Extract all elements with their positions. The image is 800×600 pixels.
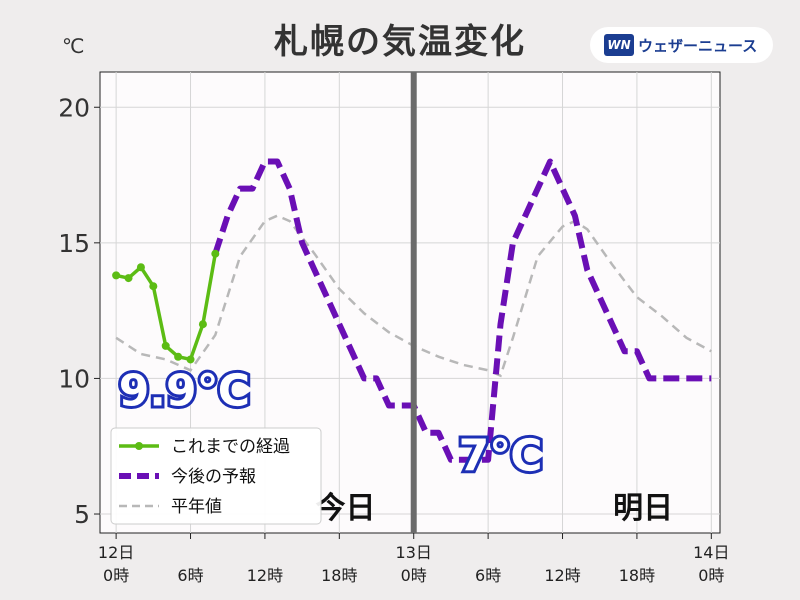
legend-label: 平年値 (171, 497, 222, 517)
y-tick-label: 10 (58, 364, 90, 393)
temperature-callout: 9.9℃ (119, 366, 250, 417)
day-label: 今日 (316, 491, 376, 526)
x-tick-label: 14日 (693, 543, 729, 562)
day-label: 明日 (613, 491, 673, 526)
observed-point (149, 282, 158, 291)
observed-point (211, 249, 220, 258)
x-tick-label: 12日 (98, 543, 134, 562)
observed-point (161, 341, 170, 350)
y-axis-unit: ℃ (62, 34, 85, 58)
observed-point (124, 274, 133, 283)
x-tick-label: 18時 (619, 566, 655, 585)
series-normal-line (115, 214, 712, 378)
x-tick-label: 12時 (247, 566, 283, 585)
observed-point (174, 352, 183, 361)
x-tick-label: 0時 (698, 566, 724, 585)
legend-box (110, 427, 322, 525)
brand-badge: WN ウェザーニュース (590, 27, 773, 63)
legend-label: 今後の予報 (171, 467, 256, 487)
x-tick-label: 0時 (103, 566, 129, 585)
x-tick-label: 6時 (177, 566, 203, 585)
series-forecast-line (212, 158, 712, 463)
x-tick-label: 13日 (396, 543, 432, 562)
observed-point (198, 320, 207, 329)
observed-point (136, 263, 145, 272)
observed-point (186, 355, 195, 364)
x-tick-label: 12時 (544, 566, 580, 585)
temperature-callout: 7℃ (459, 431, 543, 482)
observed-point (112, 271, 121, 280)
x-tick-label: 18時 (321, 566, 357, 585)
y-tick-label: 5 (74, 500, 90, 529)
y-tick-label: 20 (58, 93, 90, 122)
weathernews-logo-icon: WN (604, 34, 634, 56)
page-title: 札幌の気温変化 (274, 22, 526, 62)
x-tick-label: 6時 (475, 566, 501, 585)
x-tick-label: 0時 (401, 566, 427, 585)
brand-name: ウェザーニュース (638, 36, 758, 55)
legend-label: これまでの経過 (171, 437, 290, 457)
legend-marker (135, 442, 143, 450)
y-tick-label: 15 (58, 229, 90, 258)
